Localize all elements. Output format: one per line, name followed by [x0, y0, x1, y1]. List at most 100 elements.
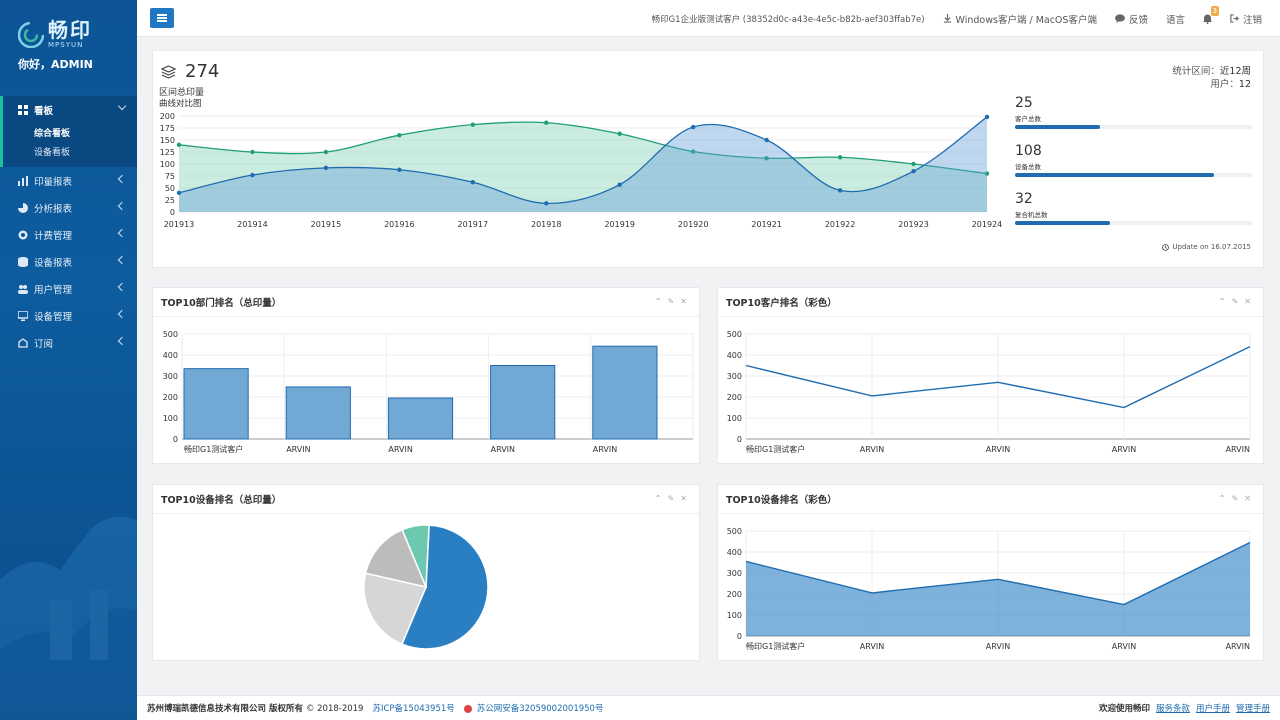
sidebar-item-user-management[interactable]: 用户管理: [0, 275, 137, 302]
sidebar-nav: 看板 综合看板 设备看板 印量报表 分析报表 计费管理 设备报表: [0, 96, 137, 356]
panel-header: TOP10设备排名（总印量） ⌃ ✎ ✕: [153, 485, 699, 514]
sidebar-item-device-management[interactable]: 设备管理: [0, 302, 137, 329]
footer: 苏州博瑞凯德信息技术有限公司 版权所有 © 2018-2019 苏ICP备150…: [137, 695, 1280, 720]
data-point: [617, 131, 622, 136]
bar: [592, 345, 658, 440]
pie-slice: [363, 572, 428, 646]
notifications-button[interactable]: 3: [1202, 5, 1219, 24]
data-point: [470, 180, 476, 185]
menu-toggle-button[interactable]: [150, 8, 174, 28]
icp-link[interactable]: 苏ICP备15043951号: [372, 704, 455, 714]
y-tick-label: 100: [727, 414, 742, 423]
trend-area-chart: 0 25 50 75 100 125 150 175 200 201913 201914 201915…: [160, 112, 1003, 229]
collapse-icon[interactable]: ⌃: [654, 494, 662, 503]
x-tick-label: 201918: [531, 220, 562, 229]
x-tick-label: 畅印G1测试客户: [184, 444, 243, 454]
data-point: [470, 122, 476, 127]
y-tick-label: 500: [727, 527, 742, 536]
y-tick-label: 200: [727, 590, 742, 599]
x-tick-label: 201923: [898, 220, 929, 229]
series-line: [745, 345, 1251, 409]
x-tick-label: 畅印G1测试客户: [746, 641, 805, 651]
logout-icon: [1230, 14, 1239, 23]
sidebar-item-subscribe[interactable]: 订阅: [0, 329, 137, 356]
data-point: [544, 201, 549, 206]
pie-slice: [400, 524, 489, 650]
close-icon[interactable]: ✕: [680, 297, 687, 306]
x-tick-label: ARVIN: [860, 445, 884, 454]
download-client-link[interactable]: Windows客户端 / MacOS客户端: [943, 12, 1097, 26]
notification-count-badge: 3: [1210, 5, 1219, 16]
chevron-down-icon: [117, 101, 127, 111]
logout-link[interactable]: 注销: [1230, 12, 1262, 26]
y-tick-label: 100: [163, 414, 178, 423]
series-area: [746, 542, 1250, 636]
sidebar-item-analysis-report[interactable]: 分析报表: [0, 194, 137, 221]
dept-bar-chart: 0 100 200 300 400 500 畅印G1测试客户 ARVIN ARVIN ARVIN A…: [163, 330, 694, 454]
police-record-link[interactable]: 苏公网安备32059002001950号: [476, 704, 604, 714]
brand-name: 畅印: [48, 18, 92, 42]
y-tick-label: 300: [163, 372, 178, 381]
collapse-icon[interactable]: ⌃: [1218, 494, 1226, 503]
brand-logo[interactable]: 畅印 MPSYUN: [18, 20, 92, 49]
y-tick-label: 200: [163, 393, 178, 402]
chevron-left-icon: [117, 228, 127, 238]
y-tick-label: 400: [727, 548, 742, 557]
x-tick-label: 201919: [604, 220, 635, 229]
terms-link[interactable]: 服务条款: [1156, 704, 1191, 714]
police-badge-icon: [463, 704, 472, 713]
collapse-icon[interactable]: ⌃: [654, 297, 662, 306]
comment-icon: [1114, 14, 1125, 23]
x-tick-label: ARVIN: [286, 445, 310, 454]
admin-manual-link[interactable]: 管理手册: [1235, 704, 1270, 714]
dept-ranking-panel: TOP10部门排名（总印量） ⌃ ✎ ✕ 0 100 200 300 400 500 畅印G1测…: [152, 287, 700, 464]
wrench-icon[interactable]: ✎: [1231, 494, 1239, 503]
x-tick-label: 201917: [458, 220, 489, 229]
copyright: © 2018-2019: [305, 704, 364, 714]
close-icon[interactable]: ✕: [1244, 494, 1251, 503]
data-point: [690, 124, 696, 130]
close-icon[interactable]: ✕: [680, 494, 687, 503]
x-tick-label: ARVIN: [860, 642, 884, 651]
wrench-icon[interactable]: ✎: [667, 494, 675, 503]
bell-icon: [1202, 14, 1212, 24]
collapse-icon[interactable]: ⌃: [1218, 297, 1226, 306]
user-count: 用户：12: [1210, 76, 1251, 90]
sidebar-subitem-overview[interactable]: 综合看板: [34, 129, 71, 139]
feedback-link[interactable]: 反馈: [1114, 12, 1148, 26]
sidebar-item-device-report[interactable]: 设备报表: [0, 248, 137, 275]
grid-icon: [18, 104, 28, 115]
device-progress: [1015, 173, 1252, 177]
x-tick-label: ARVIN: [986, 642, 1010, 651]
sidebar-item-billing[interactable]: 计费管理: [0, 221, 137, 248]
x-tick-label: 201915: [311, 220, 342, 229]
greeting: 你好，ADMIN: [18, 58, 93, 71]
user-manual-link[interactable]: 用户手册: [1196, 704, 1231, 714]
decorative-background: [0, 516, 137, 720]
sidebar-subitem-device-board[interactable]: 设备看板: [34, 148, 71, 158]
stat-range-label: 统计区间：: [1172, 66, 1220, 77]
data-point: [911, 169, 916, 174]
y-tick-label: 400: [163, 351, 178, 360]
close-icon[interactable]: ✕: [1244, 297, 1251, 306]
language-link[interactable]: 语言: [1166, 12, 1185, 26]
chevron-left-icon: [117, 336, 127, 346]
sidebar-item-dashboard[interactable]: 看板: [3, 96, 137, 123]
y-tick-label: 100: [727, 611, 742, 620]
mfp-count-label: 复合机总数: [1015, 211, 1048, 219]
device-color-panel: TOP10设备排名（彩色） ⌃ ✎ ✕ 0 100 200 300 400 500 畅印G1测试…: [717, 484, 1264, 661]
x-tick-label: ARVIN: [986, 445, 1010, 454]
bar: [183, 368, 249, 440]
sidebar-item-label: 设备管理: [34, 311, 73, 323]
sidebar-item-label: 看板: [34, 105, 54, 117]
chevron-left-icon: [117, 282, 127, 292]
wrench-icon[interactable]: ✎: [1231, 297, 1239, 306]
data-point: [764, 156, 769, 161]
data-point: [544, 120, 549, 125]
wrench-icon[interactable]: ✎: [667, 297, 675, 306]
welcome-text: 欢迎使用畅印: [1099, 704, 1151, 714]
data-point: [250, 172, 255, 178]
x-tick-label: ARVIN: [491, 445, 515, 454]
sidebar-item-label: 订阅: [34, 338, 54, 350]
sidebar-item-print-report[interactable]: 印量报表: [0, 167, 137, 194]
